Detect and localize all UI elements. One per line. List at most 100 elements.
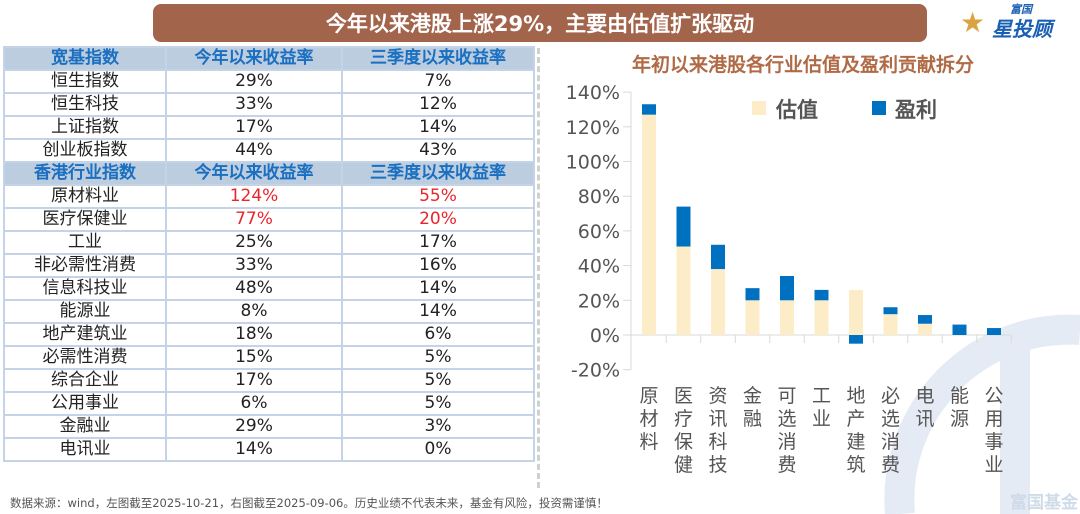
table-row: 创业板指数 44% 43% xyxy=(3,138,535,163)
return-value: 33% xyxy=(165,253,343,278)
bar-earnings xyxy=(952,324,967,335)
page-title: 今年以来港股上涨29%，主要由估值扩张驱动 xyxy=(153,4,927,42)
y-tick-label: 40% xyxy=(578,256,620,278)
column-header: 今年以来收益率 xyxy=(165,46,343,71)
return-value: 17% xyxy=(165,115,343,140)
return-value: 3% xyxy=(341,414,535,439)
x-tick-label: 地产建筑 xyxy=(846,385,865,476)
table-row: 必需性消费 15% 5% xyxy=(3,345,535,370)
table-row: 原材料业 124% 55% xyxy=(3,184,535,209)
x-tick-label: 医疗保健 xyxy=(674,385,693,476)
bar-valuation xyxy=(780,300,794,335)
table-row: 恒生科技 33% 12% xyxy=(3,92,535,117)
index-name: 电讯业 xyxy=(3,437,167,462)
return-value: 14% xyxy=(341,115,535,140)
return-value: 29% xyxy=(165,414,343,439)
index-name: 金融业 xyxy=(3,414,167,439)
index-name: 恒生指数 xyxy=(3,69,167,94)
table-row: 公用事业 6% 5% xyxy=(3,391,535,416)
bar-earnings xyxy=(918,315,932,324)
column-header: 今年以来收益率 xyxy=(165,161,343,186)
legend-label-earnings: 盈利 xyxy=(894,98,937,122)
table-row: 医疗保健业 77% 20% xyxy=(3,207,535,232)
y-tick-label: 0% xyxy=(590,325,620,347)
return-value: 29% xyxy=(165,69,343,94)
index-name: 非必需性消费 xyxy=(3,253,167,278)
return-value: 48% xyxy=(165,276,343,301)
x-tick-label: 资讯科技 xyxy=(708,385,727,476)
return-value: 43% xyxy=(341,138,535,163)
index-name: 工业 xyxy=(3,230,167,255)
table-row: 能源业 8% 14% xyxy=(3,299,535,324)
return-value: 25% xyxy=(165,230,343,255)
chart-title: 年初以来港股各行业估值及盈利贡献拆分 xyxy=(632,54,975,76)
index-name: 恒生科技 xyxy=(3,92,167,117)
brand-logo: ★ 富国 星投顾 xyxy=(960,4,1078,44)
table-row: 电讯业 14% 0% xyxy=(3,437,535,462)
watermark-bar xyxy=(1000,330,1030,514)
return-value: 5% xyxy=(341,345,535,370)
return-value: 8% xyxy=(165,299,343,324)
return-value: 14% xyxy=(341,299,535,324)
bar-earnings xyxy=(987,328,1001,335)
bar-earnings xyxy=(883,307,898,315)
y-tick-label: 140% xyxy=(566,82,620,104)
y-tick-label: 120% xyxy=(566,117,620,139)
table-row: 金融业 29% 3% xyxy=(3,414,535,439)
x-tick-label: 金融 xyxy=(743,385,762,430)
table-row: 综合企业 17% 5% xyxy=(3,368,535,393)
column-header: 三季度以来收益率 xyxy=(341,46,535,71)
return-value: 7% xyxy=(341,69,535,94)
return-value: 6% xyxy=(165,391,343,416)
bar-earnings xyxy=(642,104,656,115)
return-value: 12% xyxy=(341,92,535,117)
y-tick-label: -20% xyxy=(571,360,620,382)
bar-valuation xyxy=(849,289,863,335)
bar-earnings xyxy=(814,289,829,301)
return-value: 5% xyxy=(341,368,535,393)
return-value: 44% xyxy=(165,138,343,163)
bar-valuation xyxy=(642,114,656,335)
return-value: 77% xyxy=(165,207,343,232)
return-value: 14% xyxy=(341,276,535,301)
return-value: 55% xyxy=(341,184,535,209)
bar-earnings xyxy=(745,288,760,301)
table-header-row: 宽基指数 今年以来收益率 三季度以来收益率 xyxy=(3,46,535,71)
table-row: 地产建筑业 18% 6% xyxy=(3,322,535,347)
index-name: 公用事业 xyxy=(3,391,167,416)
index-name: 综合企业 xyxy=(3,368,167,393)
return-value: 18% xyxy=(165,322,343,347)
table-row: 恒生指数 29% 7% xyxy=(3,69,535,94)
y-tick-label: 20% xyxy=(578,290,620,312)
bar-earnings xyxy=(780,276,794,301)
x-tick-label: 原材料 xyxy=(639,385,658,453)
table-row: 上证指数 17% 14% xyxy=(3,115,535,140)
return-value: 124% xyxy=(165,184,343,209)
bar-valuation xyxy=(676,246,691,335)
y-tick-label: 80% xyxy=(578,186,620,208)
column-header: 香港行业指数 xyxy=(3,161,167,186)
watermark-text: 富国基金 xyxy=(1010,492,1079,513)
return-value: 15% xyxy=(165,345,343,370)
return-value: 6% xyxy=(341,322,535,347)
column-header: 三季度以来收益率 xyxy=(341,161,535,186)
column-header: 宽基指数 xyxy=(3,46,167,71)
star-icon: ★ xyxy=(960,6,986,39)
bar-earnings xyxy=(849,335,863,344)
return-value: 5% xyxy=(341,391,535,416)
index-name: 必需性消费 xyxy=(3,345,167,370)
legend-swatch-valuation xyxy=(752,101,766,115)
bar-earnings xyxy=(676,206,691,247)
index-name: 信息科技业 xyxy=(3,276,167,301)
bar-valuation xyxy=(814,300,829,335)
return-value: 17% xyxy=(341,230,535,255)
legend-swatch-earnings xyxy=(872,101,886,115)
returns-table: 宽基指数 今年以来收益率 三季度以来收益率 恒生指数 29% 7% 恒生科技 33% 12% 上证… xyxy=(3,46,535,462)
return-value: 20% xyxy=(341,207,535,232)
watermark-arc xyxy=(884,314,1080,514)
return-value: 17% xyxy=(165,368,343,393)
table-header-row: 香港行业指数 今年以来收益率 三季度以来收益率 xyxy=(3,161,535,186)
divider xyxy=(537,48,540,488)
footer-note: 数据来源：wind，左图截至2025-10-21，右图截至2025-09-06。… xyxy=(10,496,608,510)
